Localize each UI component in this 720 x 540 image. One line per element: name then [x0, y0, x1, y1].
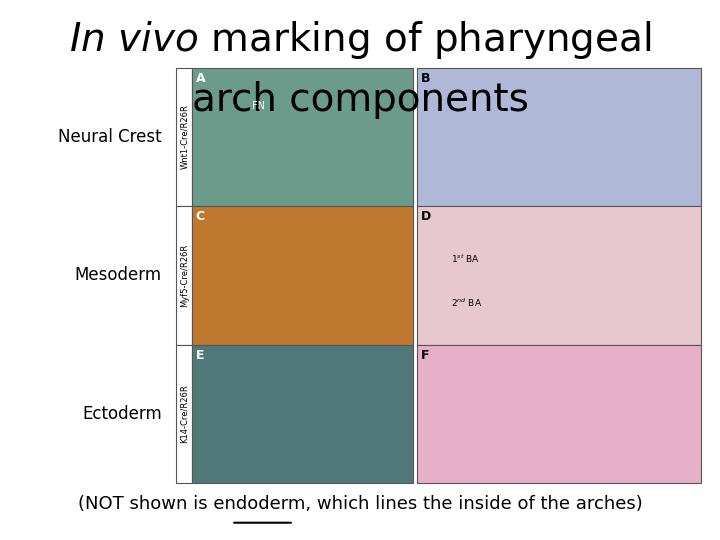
- Text: A: A: [196, 72, 205, 85]
- Text: K14-Cre/R26R: K14-Cre/R26R: [180, 384, 189, 443]
- Bar: [417, 345, 701, 483]
- Bar: [417, 68, 701, 206]
- Bar: [192, 345, 413, 483]
- Text: Wnt1-Cre/R26R: Wnt1-Cre/R26R: [180, 104, 189, 169]
- Bar: [176, 345, 192, 483]
- Text: Mesoderm: Mesoderm: [75, 266, 162, 285]
- Text: Myf5-Cre/R26R: Myf5-Cre/R26R: [180, 244, 189, 307]
- Bar: [176, 206, 192, 345]
- Text: F: F: [420, 349, 429, 362]
- Text: 2$^{nd}$ BA: 2$^{nd}$ BA: [451, 297, 482, 309]
- Text: B: B: [420, 72, 430, 85]
- Text: FN: FN: [252, 102, 265, 111]
- Bar: [417, 206, 701, 345]
- Text: (NOT shown is endoderm, which lines the inside of the arches): (NOT shown is endoderm, which lines the …: [78, 495, 642, 513]
- Text: E: E: [196, 349, 204, 362]
- Text: Ectoderm: Ectoderm: [82, 405, 162, 423]
- Text: 1$^{st}$ BA: 1$^{st}$ BA: [451, 253, 480, 265]
- Text: $\it{In\ vivo}$ marking of pharyngeal: $\it{In\ vivo}$ marking of pharyngeal: [69, 19, 651, 61]
- Bar: [192, 68, 413, 206]
- Text: Neural Crest: Neural Crest: [58, 128, 162, 146]
- Text: C: C: [196, 211, 205, 224]
- Bar: [192, 206, 413, 345]
- Text: arch components: arch components: [192, 81, 528, 119]
- Text: D: D: [420, 211, 431, 224]
- Bar: [176, 68, 192, 206]
